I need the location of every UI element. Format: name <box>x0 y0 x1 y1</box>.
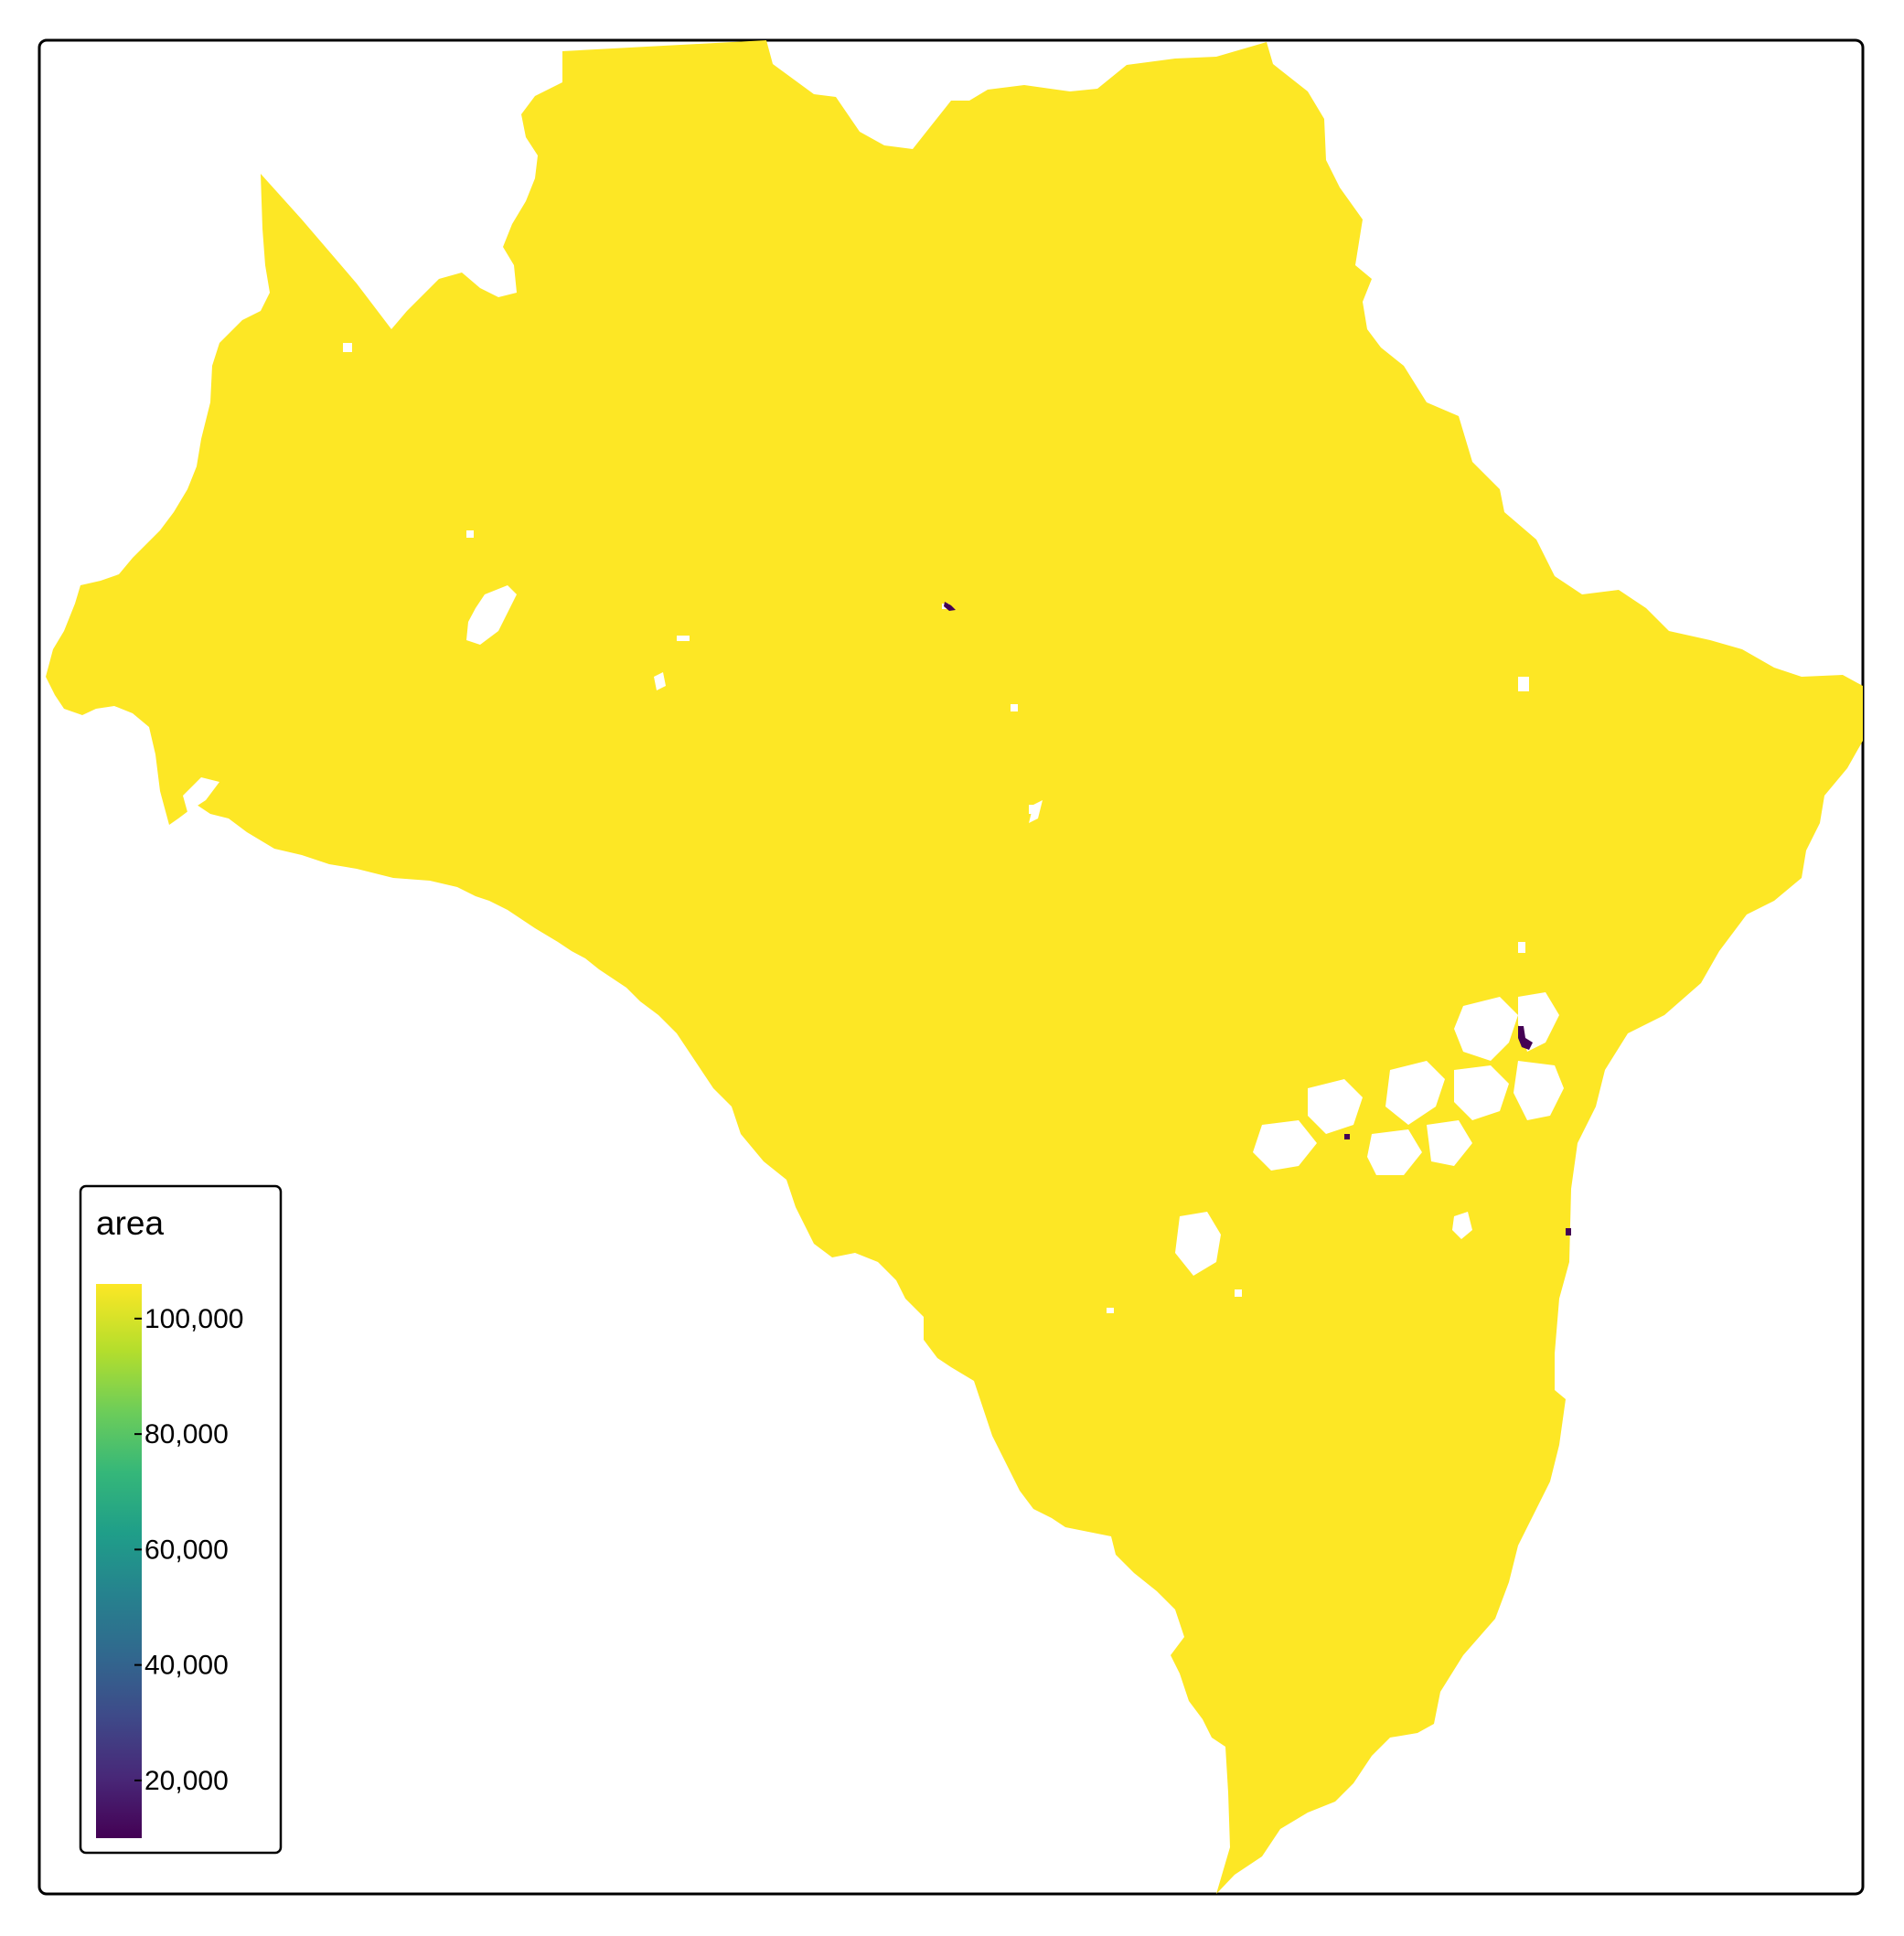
gap-small-8 <box>1518 942 1525 953</box>
gap-center-left <box>654 672 666 690</box>
low-cell-1 <box>944 602 956 611</box>
gap-southeast-cluster-8 <box>1367 1129 1422 1175</box>
gap-south-cluster-1 <box>1175 1212 1221 1276</box>
gap-small-2 <box>466 530 474 538</box>
raster-gaps <box>183 343 1564 1313</box>
legend-tick-label: 60,000 <box>144 1535 229 1565</box>
gap-southeast-cluster-2 <box>1518 992 1559 1052</box>
low-cell-2 <box>1518 1026 1533 1050</box>
low-value-cells <box>944 602 1571 1235</box>
gap-small-4 <box>677 636 690 641</box>
gap-southeast-cluster-5 <box>1514 1061 1564 1120</box>
gap-small-7 <box>1029 805 1038 814</box>
legend-tick-label: 100,000 <box>144 1304 243 1334</box>
gap-southeast-cluster-7 <box>1253 1120 1317 1171</box>
gap-small-9 <box>1235 1289 1242 1297</box>
gap-small-10 <box>1107 1308 1114 1313</box>
gap-southeast-cluster-3 <box>1385 1061 1445 1125</box>
low-cell-4 <box>1566 1228 1571 1235</box>
region-polygon <box>46 40 1863 1894</box>
legend-tick-label: 20,000 <box>144 1766 229 1796</box>
gap-southwest-coast <box>183 777 219 812</box>
gap-west-large <box>466 585 517 645</box>
gap-small-6 <box>1011 704 1018 711</box>
legend-ticks: 100,000 80,000 60,000 40,000 20,000 <box>134 1304 243 1796</box>
gap-small-3 <box>343 343 352 352</box>
gap-southeast-cluster-4 <box>1454 1065 1509 1120</box>
gap-south-cluster-2 <box>1452 1212 1472 1239</box>
low-cell-3 <box>1344 1134 1350 1139</box>
legend-colorbar <box>96 1284 142 1838</box>
legend: area 100,000 80,000 60,000 40,000 20,000 <box>79 1184 283 1855</box>
legend-tick-label: 40,000 <box>144 1651 229 1681</box>
legend-title: area <box>96 1204 164 1242</box>
gap-small-5 <box>1518 677 1529 691</box>
gap-southeast-cluster-9 <box>1427 1120 1472 1166</box>
gap-southeast-cluster-1 <box>1454 997 1518 1061</box>
gap-southeast-cluster-6 <box>1308 1079 1363 1134</box>
legend-tick-label: 80,000 <box>144 1419 229 1449</box>
